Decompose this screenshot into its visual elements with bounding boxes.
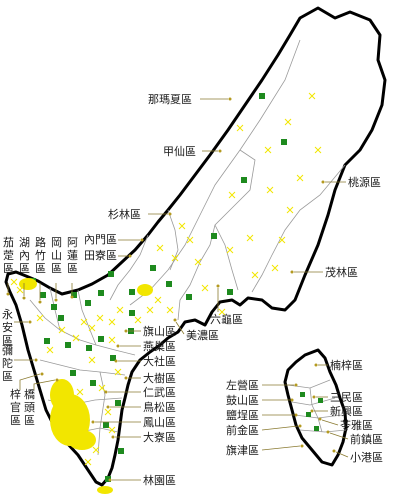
label-luzhu: 路竹區 [35,236,46,275]
label-gushan: 鼓山區 [226,393,259,407]
yellow-x-marker [251,271,259,279]
label-taoyuan: 桃源區 [348,175,381,189]
label-qishan: 旗山區 [143,324,176,338]
yellow-x-marker [114,368,122,376]
yellow-x-marker [58,326,66,334]
label-fengshan: 鳳山區 [143,416,176,429]
yellow-x-marker [218,308,226,316]
yellow-x-marker [226,246,234,254]
yellow-x-marker [76,388,84,396]
label-mituo: 彌陀區 [2,344,13,383]
inset-map-labels: 楠梓區 左營區 鼓山區 鹽埕區 前金區 旗津區 三民區 新興區 苓雅區 前鎮區 … [226,358,383,464]
yellow-x-marker [264,146,272,154]
label-qianjin: 前金區 [226,423,259,437]
label-dashe: 大社區 [143,354,176,368]
yellow-x-marker [10,278,18,286]
yellow-x-marker [286,206,294,214]
label-yancheng: 鹽埕區 [226,408,259,422]
yellow-x-marker [84,458,92,466]
yellow-x-marker [246,234,254,242]
label-yanchao: 燕巢區 [143,340,176,353]
label-zuoying: 左營區 [226,379,259,392]
yellow-x-marker [236,124,244,132]
label-cijin: 旗津區 [226,443,259,457]
yellow-x-marker [314,146,322,154]
yellow-x-marker [266,186,274,194]
label-hunei: 湖內區 [19,236,30,275]
main-map-outline [4,6,387,487]
label-yongan: 永安區 [2,307,13,347]
label-ziguan: 梓官區 [10,387,21,427]
label-namaxia: 那瑪夏區 [148,93,192,106]
yellow-x-marker [108,336,116,344]
yellow-x-marker [134,316,142,324]
yellow-x-marker [296,174,304,182]
yellow-x-marker [178,222,186,230]
yellow-x-marker [146,306,154,314]
yellow-x-marker [108,318,116,326]
yellow-x-marker [284,118,292,126]
yellow-x-marker [228,191,236,199]
label-niaosong: 鳥松區 [143,400,176,414]
label-gangshan: 岡山區 [51,237,62,275]
yellow-x-marker [80,318,88,326]
label-tianliao: 田寮區 [84,248,117,262]
label-neimen: 內門區 [84,233,117,246]
label-renwu: 仁武區 [143,386,176,399]
main-map-labels: 那瑪夏區 甲仙區 桃源區 杉林區 內門區 田寮區 茂林區 六龜區 美濃區 旗山區… [2,93,381,487]
label-shanlin: 杉林區 [108,207,141,221]
label-daliao: 大寮區 [143,430,176,444]
yellow-x-marker [104,408,112,416]
label-meinong: 美濃區 [186,328,219,342]
inset-map-outline [283,348,348,467]
label-xinxing: 新興區 [330,404,363,418]
yellow-x-marker [171,254,179,262]
urban-cluster [19,278,153,494]
inset-district-borders [287,379,347,433]
label-jiaxian: 甲仙區 [163,145,196,158]
yellow-x-marker [108,426,116,434]
label-qieding: 茄萣區 [3,235,14,275]
label-qiaotou: 橋頭區 [24,387,35,427]
yellow-markers [10,92,322,466]
label-qianzhen: 前鎮區 [350,432,383,446]
yellow-x-marker [156,244,164,252]
label-liugui: 六龜區 [210,313,243,326]
label-maolin: 茂林區 [325,265,358,279]
label-xiaogang: 小港區 [350,451,383,464]
yellow-x-marker [186,236,194,244]
yellow-x-marker [96,314,104,322]
yellow-x-marker [88,356,96,364]
yellow-x-marker [46,346,54,354]
label-sanmin: 三民區 [330,391,363,404]
label-nanzi: 楠梓區 [330,358,363,372]
yellow-x-marker [194,258,202,266]
label-lingya: 苓雅區 [340,418,373,432]
label-alian: 阿蓮區 [67,236,78,275]
yellow-x-marker [201,284,209,292]
yellow-x-marker [88,324,96,332]
yellow-x-marker [116,306,124,314]
yellow-x-marker [92,446,100,454]
yellow-x-marker [308,92,316,100]
yellow-x-marker [271,264,279,272]
yellow-x-marker [166,306,174,314]
label-dashu: 大樹區 [143,371,176,385]
yellow-x-marker [36,314,44,322]
yellow-x-marker [154,296,162,304]
yellow-x-marker [278,236,286,244]
yellow-x-marker [72,334,80,342]
yellow-x-marker [98,384,106,392]
label-linyuan: 林園區 [143,473,176,487]
